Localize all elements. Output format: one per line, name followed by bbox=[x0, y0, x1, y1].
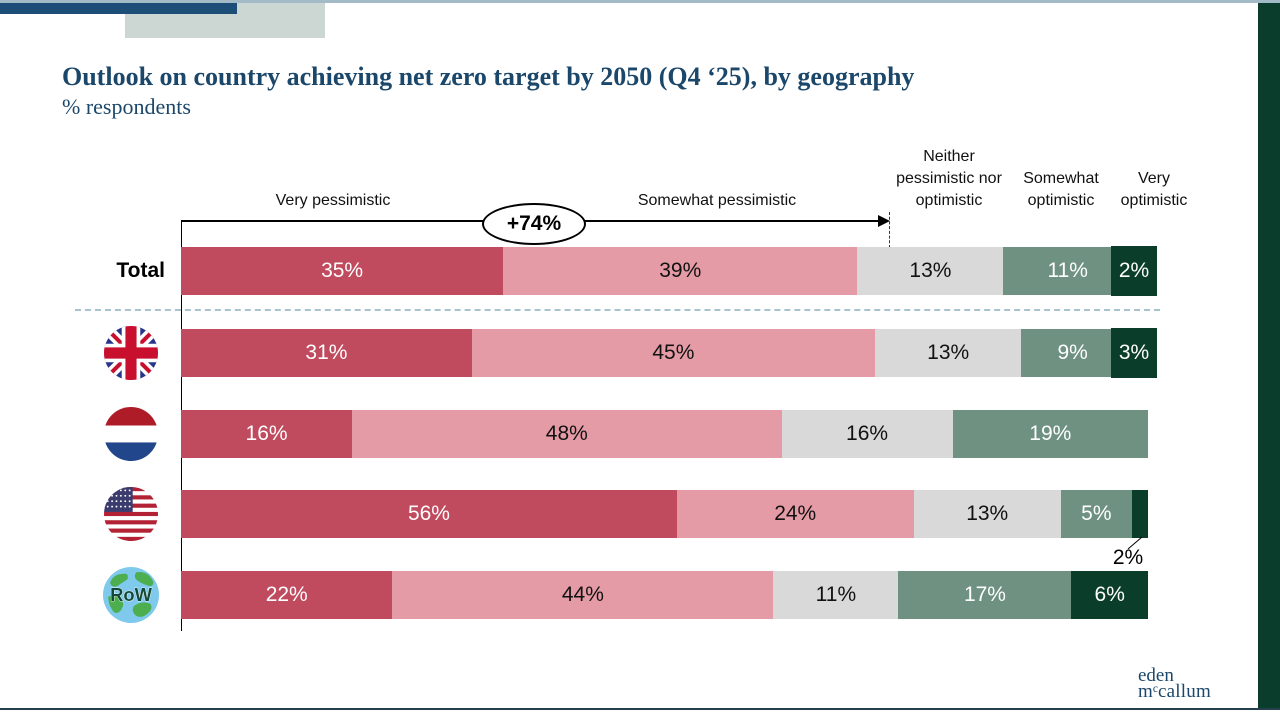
bar-segment-uk-somewhat-pessimistic: 45% bbox=[471, 329, 875, 377]
category-label-very-pessimistic: Very pessimistic bbox=[275, 192, 391, 209]
bar-netherlands: 16% 48% 16% 19% bbox=[181, 410, 1148, 458]
bar-segment-total-neither-pessimistic-nor-optimistic: 13% bbox=[857, 247, 1004, 295]
bar-us: 56% 24% 13% 5% bbox=[181, 490, 1149, 538]
leader-line-us bbox=[1127, 536, 1143, 550]
very-optimistic-label-box-uk: 3% bbox=[1111, 328, 1157, 378]
bar-segment-row-somewhat-pessimistic: 44% bbox=[392, 571, 774, 619]
bar-segment-uk-neither-pessimistic-nor-optimistic: 13% bbox=[874, 329, 1022, 377]
very-optimistic-outside-label-us: 2% bbox=[1112, 546, 1144, 569]
category-label-very-optimistic: Very optimistic bbox=[1120, 170, 1188, 209]
bar-segment-total-very-pessimistic: 35% bbox=[181, 247, 504, 295]
bar-segment-us-somewhat-pessimistic: 24% bbox=[676, 490, 914, 538]
footer-rule bbox=[0, 708, 1280, 710]
arrow-end-dashed-line bbox=[889, 212, 890, 248]
category-label-neither: Neither pessimistic nor optimistic bbox=[896, 148, 1002, 209]
bar-segment-netherlands-somewhat-pessimistic: 48% bbox=[352, 410, 782, 458]
bar-segment-total-somewhat-optimistic: 11% bbox=[1003, 247, 1132, 295]
right-edge-green-bar bbox=[1258, 3, 1280, 708]
category-label-somewhat-optimistic: Somewhat optimistic bbox=[1023, 170, 1099, 209]
logo-line2: mᶜcallum bbox=[1138, 681, 1211, 702]
row-label-cell-uk bbox=[80, 326, 181, 380]
bar-segment-netherlands-very-pessimistic: 16% bbox=[181, 410, 353, 458]
globe-row-icon: RoW bbox=[102, 567, 159, 623]
bar-segment-us-somewhat-optimistic: 5% bbox=[1060, 490, 1132, 538]
bar-segment-total-somewhat-pessimistic: 39% bbox=[503, 247, 858, 295]
row-label-cell-us bbox=[80, 487, 181, 541]
bar-total: 35% 39% 13% 11% 2% bbox=[181, 246, 1157, 296]
edenmccallum-logo: eden mᶜcallum bbox=[1138, 665, 1211, 702]
logo-line1: eden bbox=[1138, 665, 1174, 686]
row-label-total: Total bbox=[116, 259, 165, 282]
title-block: Outlook on country achieving net zero ta… bbox=[62, 62, 1122, 120]
bar-row: 22% 44% 11% 17% 6% bbox=[181, 571, 1148, 619]
bar-uk: 31% 45% 13% 9% 3% bbox=[181, 328, 1157, 378]
total-separator-dashed-line bbox=[75, 309, 1160, 311]
bar-segment-row-neither-pessimistic-nor-optimistic: 11% bbox=[773, 571, 899, 619]
top-accent-line bbox=[0, 0, 1280, 3]
annotation-ellipse: +74% bbox=[482, 203, 586, 245]
bar-segment-row-very-optimistic: 6% bbox=[1071, 571, 1148, 619]
svg-text:RoW: RoW bbox=[110, 584, 152, 605]
row-label-cell-total: Total bbox=[80, 247, 181, 295]
bar-segment-us-very-pessimistic: 56% bbox=[181, 490, 677, 538]
arrow-head-icon bbox=[878, 215, 890, 227]
netherlands-flag-icon bbox=[103, 407, 158, 461]
header-navy-bar bbox=[0, 3, 237, 14]
category-label-somewhat-pessimistic: Somewhat pessimistic bbox=[637, 192, 797, 209]
bar-segment-uk-very-pessimistic: 31% bbox=[181, 329, 472, 377]
page-subtitle: % respondents bbox=[62, 94, 191, 119]
uk-flag-icon bbox=[103, 326, 158, 380]
us-flag-icon bbox=[103, 487, 158, 541]
bar-segment-row-very-pessimistic: 22% bbox=[181, 571, 393, 619]
bar-segment-netherlands-somewhat-optimistic: 19% bbox=[952, 410, 1148, 458]
row-label-cell-row: RoW bbox=[80, 567, 181, 623]
bar-segment-uk-somewhat-optimistic: 9% bbox=[1021, 329, 1124, 377]
very-optimistic-label-box-total: 2% bbox=[1111, 246, 1157, 296]
bar-segment-netherlands-neither-pessimistic-nor-optimistic: 16% bbox=[781, 410, 953, 458]
page-title: Outlook on country achieving net zero ta… bbox=[62, 62, 915, 91]
bar-segment-us-neither-pessimistic-nor-optimistic: 13% bbox=[913, 490, 1061, 538]
row-label-cell-netherlands bbox=[80, 407, 181, 461]
bar-segment-row-somewhat-optimistic: 17% bbox=[898, 571, 1072, 619]
bar-segment-us-very-optimistic bbox=[1131, 490, 1149, 538]
